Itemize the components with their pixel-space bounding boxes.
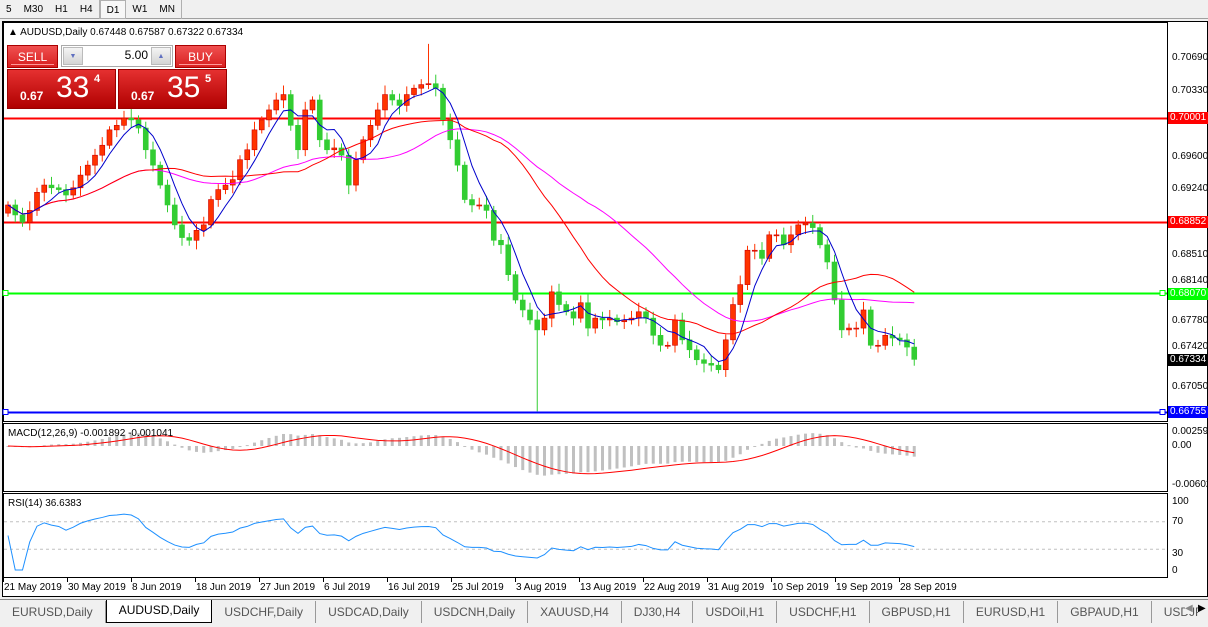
date-tick <box>899 578 900 582</box>
buy-price-button[interactable]: 0.67 35 5 <box>118 69 227 109</box>
hline-price-tag: 0.68070 <box>1168 288 1208 300</box>
date-tick <box>195 578 196 582</box>
date-label: 22 Aug 2019 <box>644 582 701 593</box>
timeframe-m30[interactable]: M30 <box>23 4 44 15</box>
date-label: 3 Aug 2019 <box>516 582 567 593</box>
date-label: 13 Aug 2019 <box>580 582 637 593</box>
date-tick <box>643 578 644 582</box>
price-axis-label: 0.70330 <box>1172 85 1208 96</box>
price-axis-label: 0.67050 <box>1172 381 1208 392</box>
rsi-title: RSI(14) 36.6383 <box>8 498 82 509</box>
date-tick <box>451 578 452 582</box>
timeframe-w1[interactable]: W1 <box>132 4 148 15</box>
chart-title: ▲ AUDUSD,Daily 0.67448 0.67587 0.67322 0… <box>8 27 243 38</box>
price-axis-label: 0.68140 <box>1172 275 1208 286</box>
date-tick <box>3 578 4 582</box>
lot-size-input[interactable]: ▼ 5.00 ▲ <box>61 45 173 67</box>
timeframe-toolbar: 5 M30 H1 H4 D1 W1 MN <box>0 0 1208 19</box>
timeframe-h4[interactable]: H4 <box>74 0 100 19</box>
macd-panel[interactable] <box>3 423 1168 492</box>
buy-price-pip: 5 <box>205 73 212 85</box>
rsi-axis-label: 70 <box>1172 516 1184 527</box>
date-label: 18 Jun 2019 <box>196 582 252 593</box>
date-label: 28 Sep 2019 <box>900 582 957 593</box>
sell-price-big: 33 <box>56 71 90 104</box>
date-label: 21 May 2019 <box>4 582 62 593</box>
date-label: 6 Jul 2019 <box>324 582 371 593</box>
date-label: 25 Jul 2019 <box>452 582 504 593</box>
sell-price-button[interactable]: 0.67 33 4 <box>7 69 116 109</box>
date-tick <box>323 578 324 582</box>
macd-axis-label: 0.002592 <box>1172 426 1208 437</box>
increase-lots-icon[interactable]: ▲ <box>151 47 171 65</box>
tab-eurusd-daily[interactable]: EURUSD,Daily <box>0 601 106 623</box>
date-label: 16 Jul 2019 <box>388 582 440 593</box>
tab-usdcad-daily[interactable]: USDCAD,Daily <box>316 601 422 623</box>
price-axis-label: 0.67780 <box>1172 315 1208 326</box>
buy-price-big: 35 <box>167 71 201 104</box>
tab-usdoil-h1[interactable]: USDOil,H1 <box>693 601 778 623</box>
date-label: 31 Aug 2019 <box>708 582 765 593</box>
date-tick <box>515 578 516 582</box>
tab-scroll-left-icon[interactable]: ◀ <box>1185 603 1193 614</box>
symbol-title: AUDUSD,Daily <box>20 27 88 38</box>
chart-tabs: EURUSD,Daily AUDUSD,Daily USDCHF,Daily U… <box>0 599 1208 623</box>
price-axis-label: 0.69600 <box>1172 151 1208 162</box>
rsi-axis-label: 100 <box>1172 496 1189 507</box>
collapse-triangle-icon[interactable]: ▲ <box>8 27 18 38</box>
date-label: 30 May 2019 <box>68 582 126 593</box>
hline-price-tag: 0.68852 <box>1168 216 1208 228</box>
timeframe-h1[interactable]: H1 <box>55 4 68 15</box>
date-tick <box>387 578 388 582</box>
price-axis-label: 0.69240 <box>1172 183 1208 194</box>
main-chart-panel[interactable] <box>3 22 1168 422</box>
current-price-tag: 0.67334 <box>1168 354 1208 366</box>
sell-button[interactable]: SELL <box>7 45 58 68</box>
tab-usdchf-h1[interactable]: USDCHF,H1 <box>777 601 870 623</box>
tab-usdjpy[interactable]: USDJP <box>1163 605 1204 619</box>
date-tick <box>259 578 260 582</box>
buy-price-prefix: 0.67 <box>131 89 155 103</box>
date-label: 8 Jun 2019 <box>132 582 182 593</box>
rsi-panel[interactable] <box>3 493 1168 578</box>
price-axis-label: 0.68510 <box>1172 249 1208 260</box>
rsi-axis-label: 30 <box>1172 548 1184 559</box>
timeframe-d1[interactable]: D1 <box>99 0 127 19</box>
timeframe-5[interactable]: 5 <box>6 4 12 15</box>
one-click-trading-panel: SELL ▼ 5.00 ▲ BUY 0.67 33 4 0.67 35 5 <box>7 45 227 109</box>
hline-price-tag: 0.70001 <box>1168 112 1208 124</box>
date-tick <box>771 578 772 582</box>
rsi-axis-label: 0 <box>1172 565 1178 576</box>
date-label: 27 Jun 2019 <box>260 582 316 593</box>
macd-title: MACD(12,26,9) -0.001892 -0.001041 <box>8 428 174 439</box>
tab-usdchf-daily[interactable]: USDCHF,Daily <box>212 601 317 623</box>
date-tick <box>579 578 580 582</box>
date-tick <box>67 578 68 582</box>
macd-axis-label: 0.00 <box>1172 440 1192 451</box>
price-axis-label: 0.70690 <box>1172 52 1208 63</box>
date-label: 10 Sep 2019 <box>772 582 829 593</box>
tab-audusd-daily[interactable]: AUDUSD,Daily <box>105 600 213 623</box>
tab-xauusd-h4[interactable]: XAUUSD,H4 <box>528 601 622 623</box>
price-axis-label: 0.67420 <box>1172 341 1208 352</box>
hline-price-tag: 0.66755 <box>1168 406 1208 418</box>
timeframe-mn[interactable]: MN <box>153 0 182 19</box>
sell-price-prefix: 0.67 <box>20 89 44 103</box>
tab-eurusd-h1[interactable]: EURUSD,H1 <box>964 601 1059 623</box>
tab-gbpaud-h1[interactable]: GBPAUD,H1 <box>1058 601 1152 623</box>
date-tick <box>707 578 708 582</box>
tab-gbpusd-h1[interactable]: GBPUSD,H1 <box>870 601 964 623</box>
ohlc-readout: 0.67448 0.67587 0.67322 0.67334 <box>90 27 244 38</box>
decrease-lots-icon[interactable]: ▼ <box>63 47 83 65</box>
tab-dj30-h4[interactable]: DJ30,H4 <box>622 601 694 623</box>
macd-axis-label: -0.00602 <box>1172 479 1208 490</box>
lot-size-value[interactable]: 5.00 <box>124 48 148 62</box>
sell-price-pip: 4 <box>94 73 101 85</box>
tab-usdcnh-daily[interactable]: USDCNH,Daily <box>422 601 529 623</box>
buy-button[interactable]: BUY <box>175 45 226 68</box>
date-tick <box>835 578 836 582</box>
date-tick <box>131 578 132 582</box>
date-label: 19 Sep 2019 <box>836 582 893 593</box>
tab-scroll-right-icon[interactable]: ▶ <box>1198 603 1206 614</box>
